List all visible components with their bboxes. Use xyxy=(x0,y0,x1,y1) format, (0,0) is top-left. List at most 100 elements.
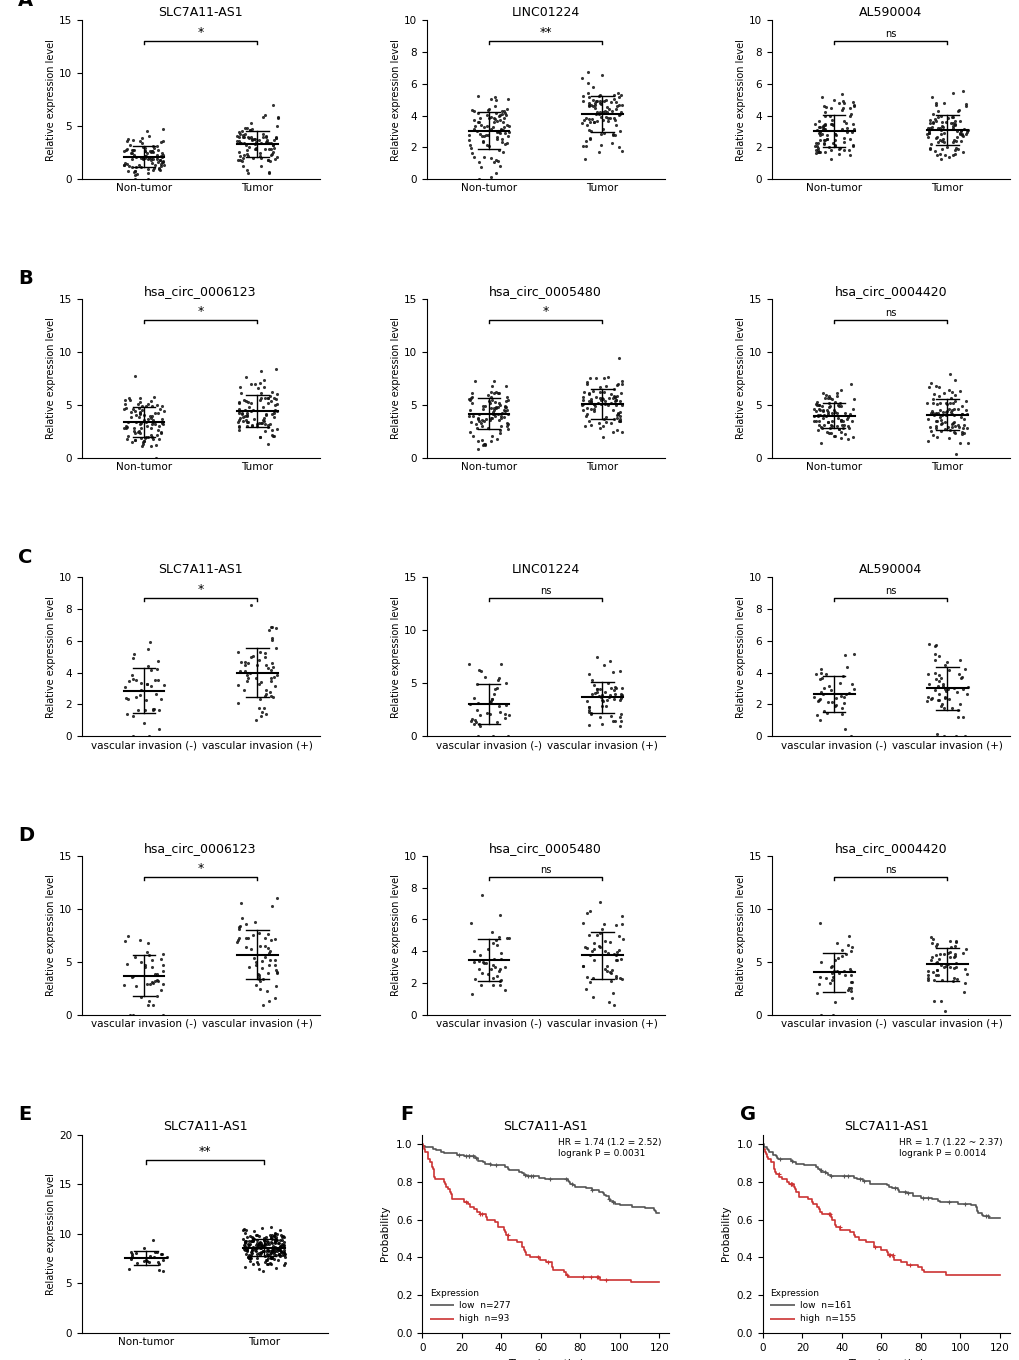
Point xyxy=(953,124,969,146)
Point xyxy=(820,676,837,698)
Point xyxy=(150,151,166,173)
Point xyxy=(141,393,157,415)
Point xyxy=(845,643,861,665)
Point xyxy=(922,86,938,107)
Point xyxy=(946,139,962,160)
Point xyxy=(116,152,132,174)
Point xyxy=(150,971,166,993)
Point xyxy=(475,147,491,169)
Point xyxy=(257,388,273,409)
Point xyxy=(263,1247,279,1269)
Point xyxy=(265,1248,281,1270)
Point xyxy=(833,409,849,431)
Point xyxy=(919,964,935,986)
Point xyxy=(121,133,138,155)
Point xyxy=(842,978,858,1000)
Point xyxy=(819,136,836,158)
Text: **: ** xyxy=(199,1145,211,1159)
Point xyxy=(252,978,268,1000)
Point xyxy=(930,948,947,970)
Point xyxy=(149,148,165,170)
Point xyxy=(945,129,961,151)
Point xyxy=(238,415,255,437)
Point xyxy=(811,116,827,137)
Point xyxy=(123,143,140,165)
Point xyxy=(811,129,827,151)
Point xyxy=(473,975,489,997)
Point xyxy=(246,948,262,970)
Point xyxy=(929,106,946,128)
Point xyxy=(605,84,622,106)
Point xyxy=(945,412,961,434)
Point xyxy=(125,397,142,419)
Point xyxy=(491,422,507,443)
Point xyxy=(833,685,849,707)
Point xyxy=(261,162,277,184)
Point xyxy=(116,154,132,175)
Point xyxy=(841,97,857,118)
Point xyxy=(463,710,479,732)
Point xyxy=(607,389,624,411)
Point xyxy=(954,125,970,147)
Point xyxy=(947,443,963,465)
Point xyxy=(470,438,486,460)
Point xyxy=(136,711,152,733)
Point xyxy=(240,397,257,419)
Point xyxy=(597,695,613,717)
Point xyxy=(267,1228,283,1250)
Point xyxy=(838,117,854,139)
Point xyxy=(495,116,512,137)
Point xyxy=(142,405,158,427)
Point xyxy=(117,687,133,709)
Text: *: * xyxy=(542,305,548,318)
Point xyxy=(146,698,162,719)
Point xyxy=(928,126,945,148)
Point xyxy=(486,112,502,133)
Text: E: E xyxy=(18,1104,32,1123)
Point xyxy=(609,373,626,394)
Point xyxy=(262,1243,278,1265)
Point xyxy=(821,388,838,409)
Point xyxy=(611,715,628,737)
Point xyxy=(242,662,258,684)
Point xyxy=(955,422,971,443)
Title: SLC7A11-AS1: SLC7A11-AS1 xyxy=(158,7,243,19)
Point xyxy=(921,113,937,135)
Point xyxy=(834,413,850,435)
Point xyxy=(836,964,852,986)
Point xyxy=(132,147,149,169)
Point xyxy=(918,122,934,144)
Point xyxy=(592,386,608,408)
Point xyxy=(823,411,840,432)
Point xyxy=(120,1258,137,1280)
Point xyxy=(269,962,285,983)
Point xyxy=(832,379,848,401)
Point xyxy=(145,972,161,994)
Point xyxy=(122,1248,139,1270)
Point xyxy=(930,377,947,398)
Point xyxy=(253,147,269,169)
Point xyxy=(466,687,482,709)
Point xyxy=(151,150,167,171)
Point xyxy=(264,424,280,446)
Point xyxy=(920,122,936,144)
Point xyxy=(607,944,624,966)
Title: LINC01224: LINC01224 xyxy=(512,7,579,19)
Point xyxy=(238,1227,255,1248)
Point xyxy=(949,699,965,721)
Point xyxy=(835,91,851,113)
Point xyxy=(593,690,609,711)
Point xyxy=(128,1253,145,1274)
Point xyxy=(497,672,514,694)
Point xyxy=(245,1236,261,1258)
Point xyxy=(252,360,268,382)
Point xyxy=(475,411,491,432)
Point xyxy=(934,92,951,114)
Point xyxy=(812,681,828,703)
Point xyxy=(602,412,619,434)
Point xyxy=(576,109,592,131)
Point xyxy=(493,131,510,152)
Point xyxy=(254,951,270,972)
Point xyxy=(499,88,516,110)
Point xyxy=(140,932,156,953)
